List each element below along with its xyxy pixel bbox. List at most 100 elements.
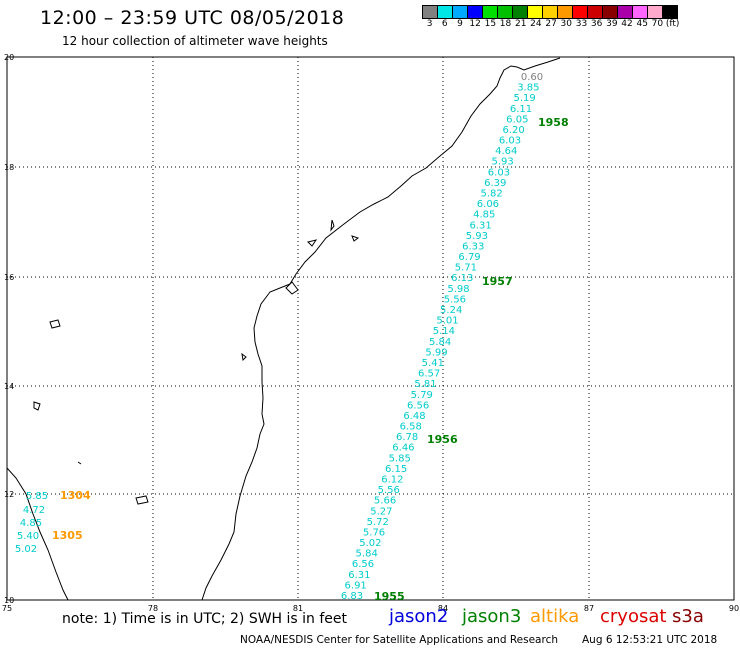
legend-label: 9	[457, 19, 463, 29]
swh-value: 5.93	[466, 231, 488, 242]
pass-time-label: 1955	[374, 590, 405, 603]
swh-value: 6.31	[348, 570, 370, 581]
sat-jason2-label: jason2	[389, 606, 449, 627]
swh-value: 5.01	[436, 316, 458, 327]
india-coastline	[201, 57, 561, 601]
credit-line: NOAA/NESDIS Center for Satellite Applica…	[240, 634, 558, 646]
lon-label: 78	[148, 604, 158, 613]
swh-value: 4.85	[473, 210, 495, 221]
swh-value: 6.05	[506, 114, 528, 125]
sri-lanka-coastline	[6, 467, 69, 601]
swh-value: 6.46	[392, 443, 414, 454]
swh-value: 5.82	[480, 189, 502, 200]
swh-value: 5.24	[440, 305, 462, 316]
generated-timestamp: Aug 6 12:53:21 UTC 2018	[582, 634, 718, 646]
longitude-labels: 75 78 81 84 87 90	[2, 604, 739, 613]
legend-label: 45	[636, 19, 648, 29]
map-frame	[6, 56, 735, 601]
swh-value: 6.06	[477, 199, 499, 210]
swh-value: 5.41	[422, 358, 444, 369]
swh-value: 5.56	[378, 485, 400, 496]
legend-label: 27	[545, 19, 557, 29]
legend-label: 15	[484, 19, 497, 29]
legend-label: 3	[426, 19, 433, 29]
color-legend: 3 6 9 12 15 18 21 24 27 30 33 36 39 42 45 70 (ft)	[422, 5, 680, 29]
latitude-labels: 20 18 16 14 12 10	[4, 53, 14, 605]
swh-value: 4.64	[495, 146, 517, 157]
lat-label: 12	[4, 490, 14, 499]
sat-s3a-label: s3a	[672, 606, 704, 627]
grid-lines	[7, 57, 734, 600]
legend-label: 30	[560, 19, 572, 29]
lat-label: 14	[4, 382, 14, 391]
swh-value: 5.27	[370, 506, 392, 517]
swh-value: 6.39	[484, 178, 506, 189]
lat-label: 10	[4, 596, 14, 605]
footer-note: note: 1) Time is in UTC; 2) SWH is in fe…	[62, 611, 348, 627]
legend-label: 39	[606, 19, 618, 29]
swh-value: 5.81	[414, 379, 436, 390]
swh-value: 6.31	[469, 220, 491, 231]
lat-label: 20	[4, 53, 14, 62]
swh-value: 6.33	[462, 241, 484, 252]
islands	[33, 219, 360, 505]
legend-label: 12	[469, 19, 481, 29]
swh-value: 6.48	[403, 411, 425, 422]
swh-value: 5.85	[389, 453, 411, 464]
swh-value: 5.14	[433, 326, 455, 337]
swh-value: 0.60	[521, 72, 543, 83]
swh-value: 3.85	[517, 83, 539, 94]
swh-value: 5.19	[514, 93, 536, 104]
pass-time-label: 1956	[427, 433, 458, 446]
sat-altika-label: altika	[530, 606, 580, 627]
legend-label: 33	[575, 19, 588, 29]
swh-value: 6.13	[451, 273, 473, 284]
sat-jason3-label: jason3	[462, 606, 522, 627]
legend-swatches	[422, 5, 680, 19]
swh-value: 6.03	[488, 167, 510, 178]
legend-label: 21	[514, 19, 527, 29]
swh-value: 5.98	[447, 284, 469, 295]
lon-label: 90	[729, 604, 739, 613]
swh-value: 6.15	[385, 464, 407, 475]
pass-time-label: 1305	[52, 529, 83, 542]
lat-label: 16	[4, 273, 14, 282]
lon-label: 87	[584, 604, 594, 613]
swh-value: 4.72	[23, 505, 45, 516]
swh-value: 6.56	[352, 559, 374, 570]
jason3-track-values: 0.603.855.196.116.056.206.034.645.936.03…	[341, 72, 543, 602]
page-title: 12:00 – 23:59 UTC 08/05/2018	[40, 7, 345, 29]
swh-value: 5.84	[356, 549, 378, 560]
swh-value: 6.91	[345, 580, 367, 591]
lon-label: 75	[2, 604, 12, 613]
legend-label: 18	[499, 19, 512, 29]
pass-time-label: 1958	[538, 116, 569, 129]
lon-label: 84	[438, 604, 448, 613]
swh-value: 6.57	[418, 369, 440, 380]
legend-label: 6	[441, 19, 448, 29]
swh-value: 6.03	[499, 136, 521, 147]
swh-value: 5.93	[491, 157, 513, 168]
legend-label: (ft)	[665, 19, 680, 29]
sat-cryosat-label: cryosat	[600, 606, 667, 627]
page-subtitle: 12 hour collection of altimeter wave hei…	[62, 34, 328, 48]
swh-value: 5.79	[411, 390, 433, 401]
legend-label: 70	[651, 19, 664, 29]
legend-swatch	[662, 5, 678, 19]
swh-value: 5.72	[367, 517, 389, 528]
legend-label: 24	[530, 19, 542, 29]
legend-label: 36	[590, 19, 603, 29]
swh-value: 6.20	[502, 125, 524, 136]
swh-value: 5.02	[359, 538, 381, 549]
swh-value: 5.84	[429, 337, 451, 348]
swh-value: 5.99	[425, 347, 447, 358]
pass-time-labels: 1958 1957 1956 1955 1304 1305	[52, 116, 569, 603]
altika-track-values: 5.85 4.72 4.85 5.40 5.02	[15, 491, 48, 555]
lat-label: 18	[4, 163, 14, 172]
legend-label: 42	[621, 19, 633, 29]
swh-value: 5.71	[455, 263, 477, 274]
swh-value: 5.56	[444, 294, 466, 305]
swh-value: 6.83	[341, 591, 363, 602]
swh-value: 6.56	[407, 400, 429, 411]
